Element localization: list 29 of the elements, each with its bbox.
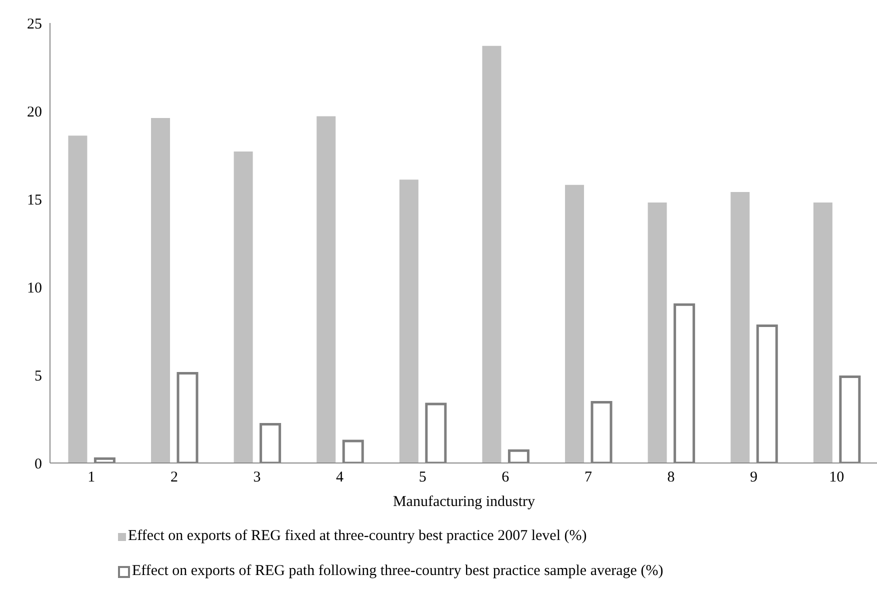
x-tick-label: 7 [584,470,592,486]
x-tick-label: 6 [502,470,510,486]
x-tick-label: 10 [829,470,844,486]
x-tick-label: 4 [336,470,344,486]
x-tick-label: 2 [170,470,178,486]
bar [151,118,170,463]
y-tick-label: 5 [34,368,42,384]
bar [730,192,750,463]
y-tick-label: 25 [27,16,42,32]
bar [813,202,832,463]
y-tick-label: 15 [27,192,42,208]
x-tick-label: 1 [88,470,96,486]
legend-label: Effect on exports of REG fixed at three-country best practice 2007 level (%) [128,528,587,545]
x-tick-label: 8 [667,470,675,486]
bar [648,202,667,463]
legend-label: Effect on exports of REG path following three-country best practice sample average (%) [132,563,664,580]
x-tick-label: 9 [750,470,758,486]
x-tick-label: 3 [253,470,261,486]
bar [399,180,418,463]
bar [482,46,502,463]
y-tick-label: 20 [27,104,42,120]
x-tick-label: 5 [418,470,426,486]
y-tick-label: 0 [34,456,42,472]
x-axis-title: Manufacturing industry [392,494,536,510]
bar [565,184,584,463]
bar [68,136,88,463]
y-tick-label: 10 [27,280,42,296]
bar [316,116,336,463]
bar [234,151,253,463]
